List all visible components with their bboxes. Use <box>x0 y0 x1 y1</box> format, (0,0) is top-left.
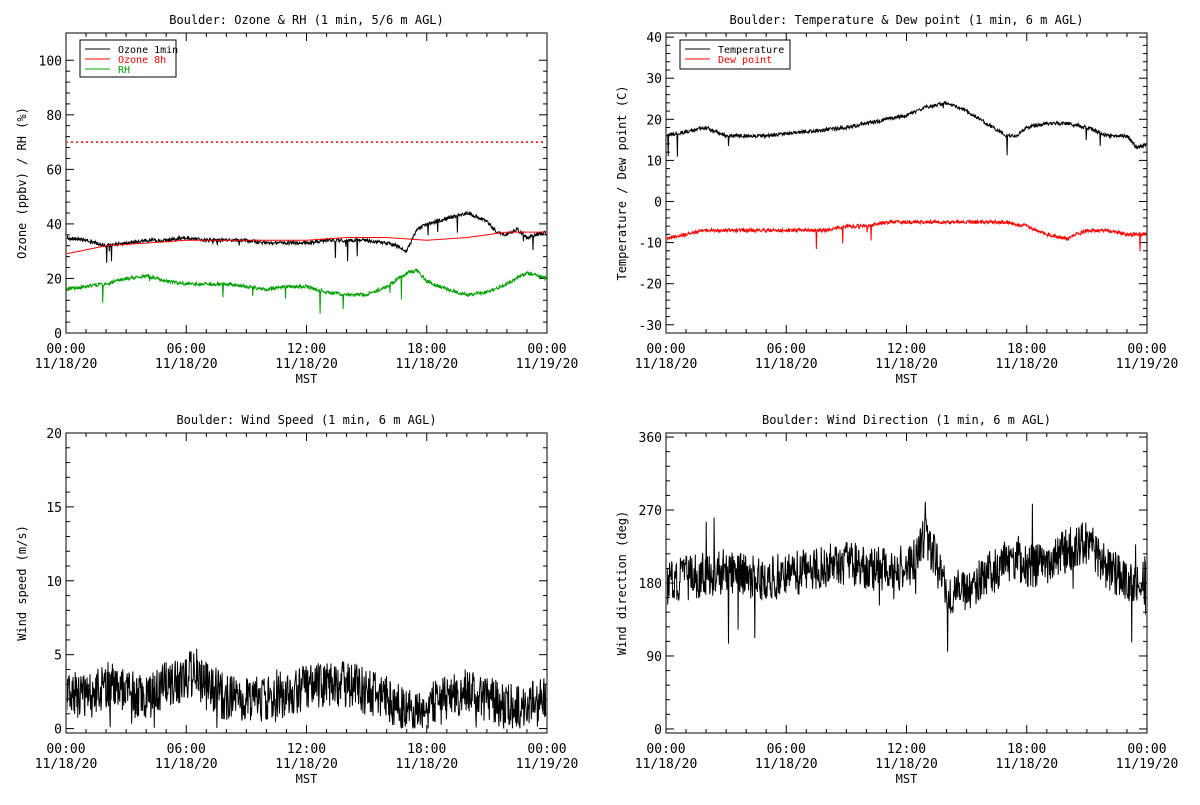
x-tick-date: 11/18/20 <box>875 757 938 772</box>
x-tick-time: 06:00 <box>167 342 206 357</box>
y-tick-label: 360 <box>639 431 662 446</box>
x-tick-time: 00:00 <box>527 742 566 757</box>
x-tick-date: 11/18/20 <box>35 357 98 372</box>
x-tick-date: 11/18/20 <box>155 357 218 372</box>
x-tick-date: 11/18/20 <box>35 757 98 772</box>
y-axis-label: Temperature / Dew point (C) <box>615 85 629 280</box>
y-tick-label: 80 <box>46 109 62 124</box>
x-tick-date: 11/19/20 <box>1116 757 1179 772</box>
y-tick-label: 30 <box>646 72 662 87</box>
chart-title: Boulder: Wind Speed (1 min, 6 m AGL) <box>176 413 436 427</box>
x-tick-time: 00:00 <box>646 742 685 757</box>
x-tick-time: 18:00 <box>1007 342 1046 357</box>
x-tick-time: 06:00 <box>767 742 806 757</box>
plot-frame <box>65 32 548 334</box>
y-axis-label: Ozone (ppbv) / RH (%) <box>15 107 29 259</box>
y-tick-label: 100 <box>39 54 62 69</box>
x-tick-time: 00:00 <box>646 342 685 357</box>
x-tick-time: 00:00 <box>527 342 566 357</box>
x-tick-date: 11/18/20 <box>275 357 338 372</box>
x-tick-date: 11/18/20 <box>755 757 818 772</box>
chart-title: Boulder: Temperature & Dew point (1 min,… <box>729 13 1083 27</box>
x-tick-date: 11/18/20 <box>395 757 458 772</box>
x-tick-time: 06:00 <box>167 742 206 757</box>
series-line-1 <box>667 100 1146 157</box>
x-axis-label: MST <box>896 372 918 386</box>
y-tick-label: 20 <box>46 427 62 442</box>
series-line-2 <box>667 218 1146 252</box>
y-tick-label: 180 <box>639 577 662 592</box>
y-tick-label: 40 <box>46 218 62 233</box>
chart-title: Boulder: Ozone & RH (1 min, 5/6 m AGL) <box>169 13 444 27</box>
y-tick-label: 40 <box>646 31 662 46</box>
series-line-1 <box>67 210 546 263</box>
y-tick-label: -30 <box>639 319 662 334</box>
x-tick-date: 11/19/20 <box>516 757 579 772</box>
series-line-3 <box>67 268 546 314</box>
y-axis-label: Wind speed (m/s) <box>15 525 29 641</box>
y-tick-label: 0 <box>654 195 662 210</box>
legend-label: Dew point <box>718 55 772 66</box>
x-tick-time: 06:00 <box>767 342 806 357</box>
y-tick-label: 10 <box>646 154 662 169</box>
x-tick-time: 12:00 <box>287 342 326 357</box>
x-axis-label: MST <box>896 772 918 786</box>
legend-label: Temperature <box>718 45 784 56</box>
y-tick-label: 5 <box>54 649 62 664</box>
x-tick-date: 11/19/20 <box>1116 357 1179 372</box>
legend-box <box>679 39 791 70</box>
x-tick-time: 00:00 <box>46 742 85 757</box>
x-tick-date: 11/18/20 <box>755 357 818 372</box>
x-tick-time: 00:00 <box>46 342 85 357</box>
y-tick-label: 15 <box>46 501 62 516</box>
y-tick-label: 0 <box>54 327 62 342</box>
x-tick-date: 11/18/20 <box>155 757 218 772</box>
x-tick-time: 12:00 <box>887 742 926 757</box>
x-tick-time: 18:00 <box>407 342 446 357</box>
x-tick-time: 00:00 <box>1127 742 1166 757</box>
x-tick-date: 11/18/20 <box>995 757 1058 772</box>
x-tick-date: 11/18/20 <box>635 757 698 772</box>
x-tick-time: 12:00 <box>287 742 326 757</box>
x-tick-time: 00:00 <box>1127 342 1166 357</box>
chart-panel-4: Boulder: Wind Direction (1 min, 6 m AGL)… <box>615 413 1178 786</box>
series-line-2 <box>67 231 546 255</box>
x-tick-time: 18:00 <box>407 742 446 757</box>
y-tick-label: 0 <box>654 723 662 738</box>
x-tick-date: 11/18/20 <box>635 357 698 372</box>
series-line-1 <box>67 648 546 729</box>
chart-panel-3: Boulder: Wind Speed (1 min, 6 m AGL) 0 5 10… <box>15 413 578 786</box>
plot-frame <box>665 32 1148 334</box>
y-tick-label: 10 <box>46 575 62 590</box>
x-tick-time: 18:00 <box>1007 742 1046 757</box>
y-axis-label: Wind direction (deg) <box>615 511 629 656</box>
x-tick-date: 11/18/20 <box>395 357 458 372</box>
y-tick-label: 270 <box>639 504 662 519</box>
y-tick-label: -10 <box>639 237 662 252</box>
y-tick-label: -20 <box>639 278 662 293</box>
chart-title: Boulder: Wind Direction (1 min, 6 m AGL) <box>762 413 1051 427</box>
x-tick-date: 11/18/20 <box>275 757 338 772</box>
series-line-1 <box>667 501 1146 652</box>
legend-label: RH <box>118 65 130 76</box>
legend-label: Ozone 1min <box>118 45 178 56</box>
y-tick-label: 20 <box>46 272 62 287</box>
x-tick-time: 12:00 <box>887 342 926 357</box>
y-tick-label: 20 <box>646 113 662 128</box>
x-tick-date: 11/19/20 <box>516 357 579 372</box>
x-axis-label: MST <box>296 772 318 786</box>
y-tick-label: 90 <box>646 650 662 665</box>
legend-label: Ozone 8h <box>118 55 166 66</box>
y-tick-label: 60 <box>46 163 62 178</box>
chart-panel-1: Boulder: Ozone & RH (1 min, 5/6 m AGL) 0 2… <box>15 13 578 386</box>
x-axis-label: MST <box>296 372 318 386</box>
y-tick-label: 0 <box>54 723 62 738</box>
x-tick-date: 11/18/20 <box>995 357 1058 372</box>
x-tick-date: 11/18/20 <box>875 357 938 372</box>
chart-panel-2: Boulder: Temperature & Dew point (1 min,… <box>615 13 1178 386</box>
